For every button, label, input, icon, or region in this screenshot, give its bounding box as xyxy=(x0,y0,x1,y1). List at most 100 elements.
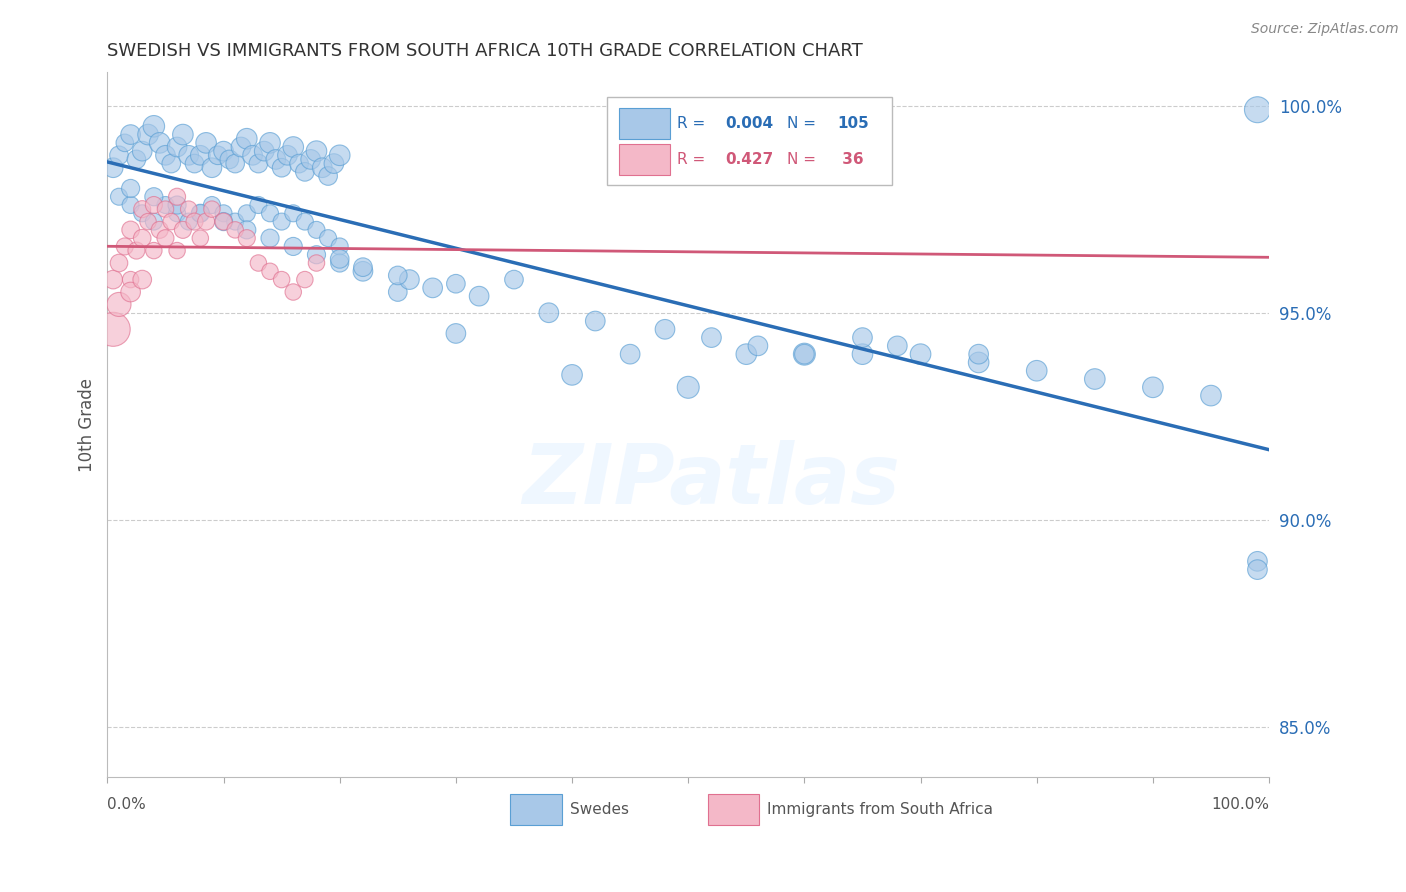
Point xyxy=(886,339,908,353)
Point xyxy=(259,231,281,245)
Point xyxy=(212,214,235,228)
Y-axis label: 10th Grade: 10th Grade xyxy=(79,377,96,472)
Point xyxy=(195,214,218,228)
Point xyxy=(236,132,259,146)
Point xyxy=(125,244,148,258)
Point xyxy=(108,297,131,311)
Point xyxy=(120,272,142,286)
Point xyxy=(103,272,125,286)
Point xyxy=(305,256,328,270)
Text: N =: N = xyxy=(787,116,815,130)
Text: Swedes: Swedes xyxy=(569,802,628,817)
Point xyxy=(283,239,305,253)
Point xyxy=(444,277,467,291)
Point xyxy=(305,144,328,158)
Point xyxy=(329,239,352,253)
Text: 0.004: 0.004 xyxy=(725,116,773,130)
Point xyxy=(329,148,352,162)
Text: 36: 36 xyxy=(837,152,863,167)
Point xyxy=(1246,103,1268,117)
Point xyxy=(311,161,333,175)
Point xyxy=(108,256,131,270)
FancyBboxPatch shape xyxy=(619,144,669,175)
Point xyxy=(1199,388,1222,402)
Point xyxy=(316,231,339,245)
Point xyxy=(136,128,159,142)
Point xyxy=(166,198,188,212)
Point xyxy=(149,136,172,150)
Point xyxy=(207,148,229,162)
FancyBboxPatch shape xyxy=(607,97,891,186)
Point xyxy=(166,244,188,258)
Point xyxy=(183,156,205,170)
Point xyxy=(294,272,316,286)
Point xyxy=(166,206,188,220)
Point xyxy=(108,190,131,204)
Text: R =: R = xyxy=(676,152,704,167)
Text: 0.427: 0.427 xyxy=(725,152,773,167)
Point xyxy=(224,214,246,228)
Point xyxy=(212,214,235,228)
Point xyxy=(120,181,142,195)
Point xyxy=(131,206,153,220)
Point xyxy=(276,148,298,162)
Point xyxy=(236,223,259,237)
Point xyxy=(967,355,990,369)
Point xyxy=(155,148,177,162)
Point xyxy=(851,347,873,361)
Point xyxy=(142,244,165,258)
Point xyxy=(468,289,491,303)
Point xyxy=(619,347,641,361)
Point xyxy=(247,156,270,170)
Point xyxy=(142,214,165,228)
Point xyxy=(316,169,339,183)
Point xyxy=(149,223,172,237)
Point xyxy=(242,148,264,162)
Point xyxy=(247,256,270,270)
Point xyxy=(283,206,305,220)
Point xyxy=(387,285,409,299)
Point xyxy=(283,140,305,154)
Point xyxy=(270,161,292,175)
Point xyxy=(103,322,125,336)
Point xyxy=(654,322,676,336)
Point xyxy=(259,264,281,278)
Text: Source: ZipAtlas.com: Source: ZipAtlas.com xyxy=(1251,22,1399,37)
Point xyxy=(1025,364,1047,378)
FancyBboxPatch shape xyxy=(709,794,759,825)
FancyBboxPatch shape xyxy=(619,108,669,138)
Point xyxy=(1246,563,1268,577)
FancyBboxPatch shape xyxy=(510,794,561,825)
Point xyxy=(676,380,699,394)
Point xyxy=(188,148,211,162)
Point xyxy=(305,248,328,262)
Point xyxy=(177,148,200,162)
Point xyxy=(247,198,270,212)
Point xyxy=(259,206,281,220)
Point xyxy=(503,272,526,286)
Point xyxy=(155,198,177,212)
Point xyxy=(131,144,153,158)
Point xyxy=(224,156,246,170)
Point xyxy=(259,136,281,150)
Point xyxy=(120,198,142,212)
Point xyxy=(1142,380,1164,394)
Point xyxy=(103,161,125,175)
Point xyxy=(172,223,194,237)
Point xyxy=(160,214,183,228)
Point xyxy=(288,156,311,170)
Text: ZIPatlas: ZIPatlas xyxy=(523,441,900,522)
Point xyxy=(188,206,211,220)
Point xyxy=(700,330,723,344)
Point xyxy=(444,326,467,341)
Point xyxy=(188,206,211,220)
Point xyxy=(142,198,165,212)
Point xyxy=(183,214,205,228)
Point xyxy=(305,223,328,237)
Point xyxy=(793,347,815,361)
Point xyxy=(201,202,224,216)
Point xyxy=(177,202,200,216)
Text: N =: N = xyxy=(787,152,815,167)
Point xyxy=(398,272,420,286)
Point xyxy=(114,239,136,253)
